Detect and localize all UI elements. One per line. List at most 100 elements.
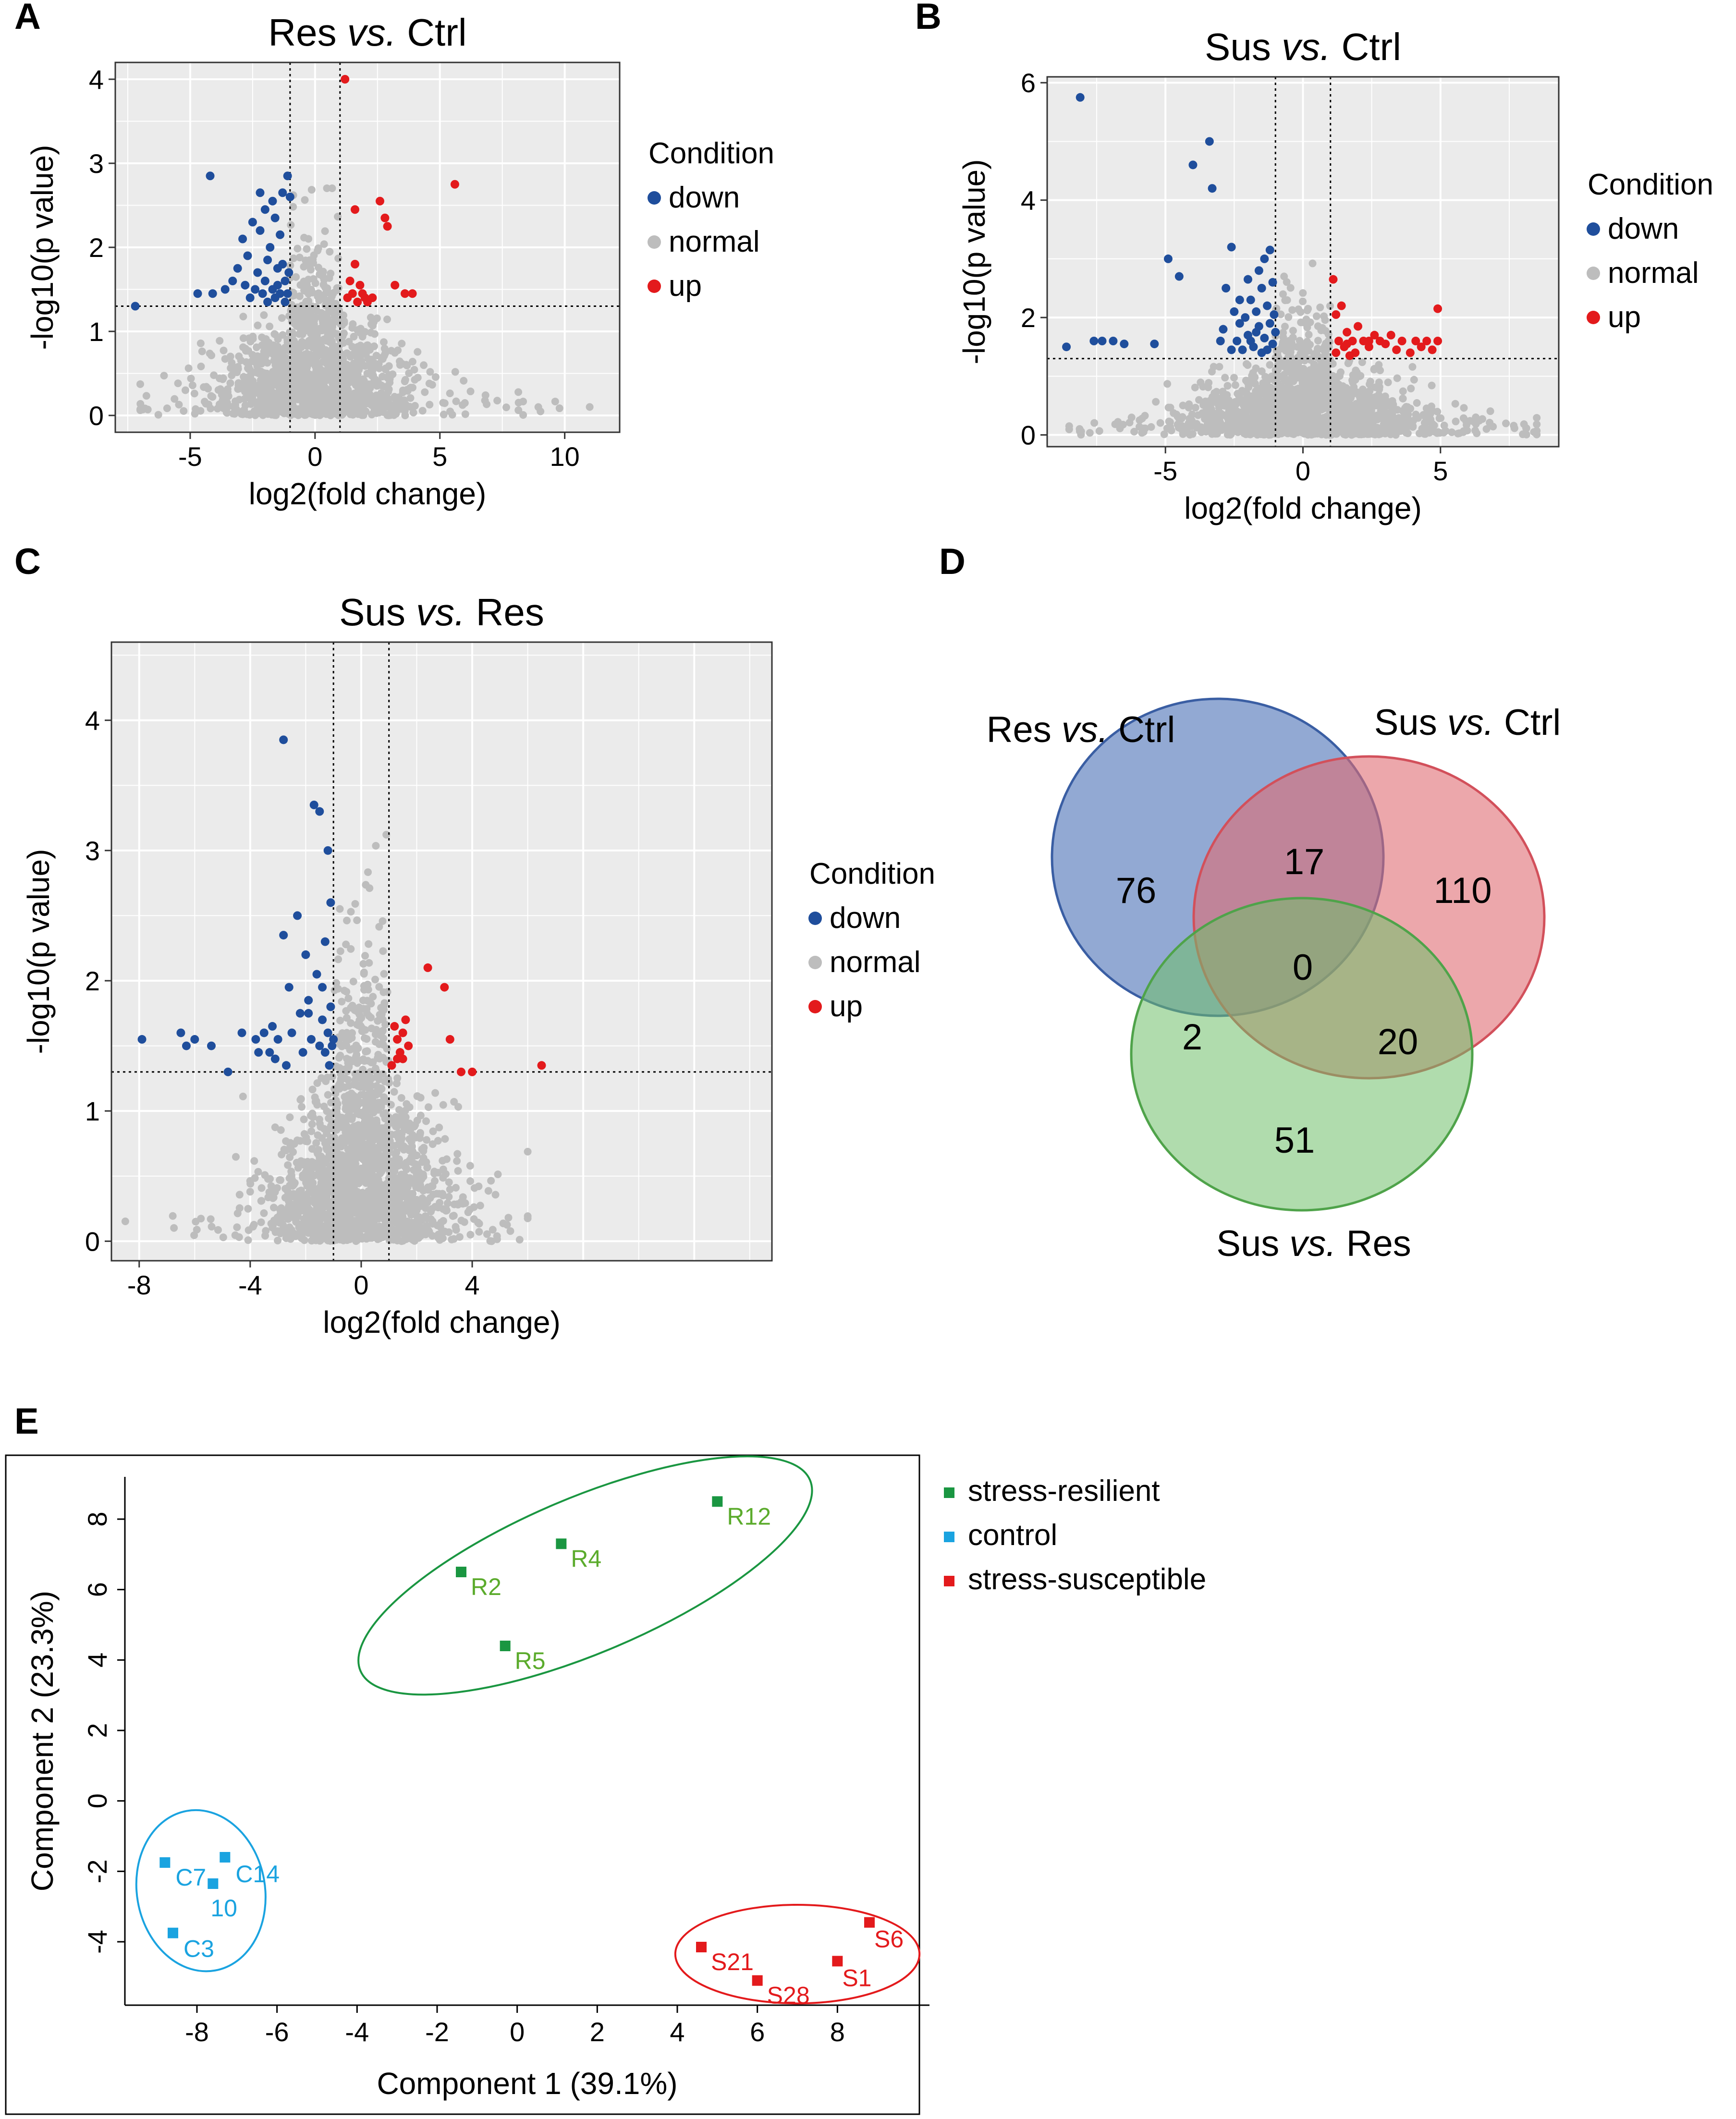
normal-point [1314,383,1322,391]
normal-point [336,1016,344,1024]
chart-title: Res vs. Ctrl [268,11,466,54]
down-point [1268,278,1277,287]
normal-point [358,1189,367,1197]
normal-point [342,1065,350,1073]
normal-point [1238,425,1247,433]
normal-point [1163,380,1172,388]
normal-point [1426,414,1434,422]
normal-point [245,411,254,419]
normal-point [1300,414,1308,423]
down-point [1243,275,1252,284]
normal-point [264,404,272,412]
normal-point [188,381,196,390]
normal-point [216,337,224,345]
normal-point [170,1224,178,1232]
normal-point [296,352,304,360]
normal-point [244,1236,252,1244]
down-point [281,277,290,285]
x-tick-label: 5 [432,441,447,472]
normal-point [1147,423,1155,431]
down-point [278,260,287,268]
normal-point [1281,322,1289,330]
up-point [1351,348,1360,357]
normal-point [1349,430,1357,438]
normal-point [246,1177,254,1185]
normal-point [418,407,427,415]
down-point [1257,284,1266,292]
down-point [238,234,247,244]
y-tick-label: 0 [89,401,104,431]
up-point [1354,322,1363,331]
normal-point [300,1115,308,1123]
normal-point [318,292,327,301]
down-point [1219,325,1228,334]
normal-point [1086,429,1094,437]
normal-point [452,397,460,405]
normal-point [1437,414,1445,422]
normal-point [1220,422,1228,430]
normal-point [423,1136,431,1144]
up-point [1411,337,1420,345]
normal-point [1156,419,1164,427]
up-point [1417,342,1426,352]
normal-point [321,346,330,354]
normal-point [235,1233,243,1241]
normal-point [1259,421,1267,429]
normal-point [320,240,328,248]
up-point [1370,330,1379,340]
normal-point [1291,423,1299,431]
normal-point [487,1177,495,1185]
down-point [1268,340,1277,349]
normal-point [1440,428,1448,437]
normal-point [1345,358,1353,366]
normal-point [301,314,309,322]
down-point [278,188,287,197]
down-point [1208,184,1217,193]
normal-point [1383,411,1391,419]
normal-point [484,1187,492,1195]
normal-point [451,368,459,376]
normal-point [218,387,226,395]
normal-point [1347,422,1356,430]
normal-point [452,1184,460,1192]
normal-point [453,1157,461,1165]
normal-point [208,1223,216,1231]
up-point [1397,337,1406,345]
normal-point [374,1050,382,1059]
normal-point [1323,419,1332,427]
down-point [193,289,202,298]
normal-point [1271,366,1280,374]
normal-point [341,396,349,404]
legend-down-label: down [669,181,740,214]
normal-point [306,309,315,317]
y-tick-label: 4 [89,64,104,95]
down-point [1265,245,1274,255]
normal-point [1283,365,1291,374]
normal-point [319,381,328,389]
normal-point [1319,324,1327,332]
normal-point [1403,423,1411,431]
normal-point [460,377,468,385]
normal-point [351,344,359,353]
up-point [351,205,360,214]
down-point [1227,243,1236,252]
normal-point [295,254,304,262]
normal-point [142,392,150,400]
normal-point [1533,414,1541,422]
normal-point [345,1056,354,1064]
normal-point [315,347,323,355]
normal-point [306,320,315,328]
normal-point [403,1166,411,1174]
normal-point [283,364,292,372]
normal-point [1399,395,1407,403]
normal-point [1407,384,1415,392]
normal-point [430,1169,438,1178]
down-point [206,171,215,181]
down-point [1238,345,1247,354]
normal-point [346,353,355,361]
normal-point [1326,338,1334,346]
normal-point [1303,306,1311,315]
down-point [268,196,277,206]
normal-point [1221,374,1229,382]
normal-point [322,368,330,377]
